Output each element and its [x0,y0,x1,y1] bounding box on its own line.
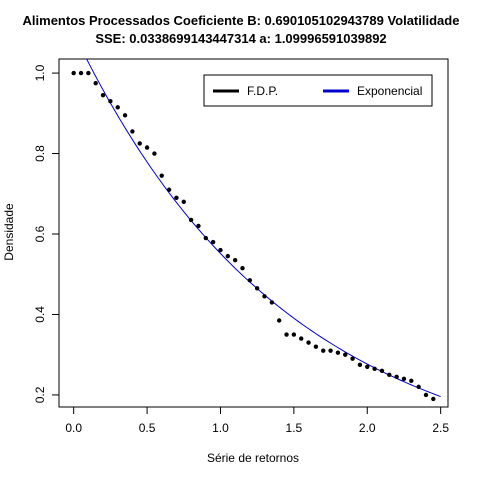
fdp-point [189,218,193,222]
plot-frame [59,59,448,407]
fdp-point [130,129,134,133]
fdp-point [387,373,391,377]
legend: F.D.P. Exponencial [204,75,432,106]
fdp-point [277,318,281,322]
legend-label-fdp: F.D.P. [247,84,278,98]
fdp-point [116,105,120,109]
y-tick-label: 0.6 [33,225,47,242]
fdp-point [314,344,318,348]
fdp-point [101,93,105,97]
fdp-point [71,71,75,75]
fdp-point [380,369,384,373]
fdp-point [306,340,310,344]
legend-label-exponencial: Exponencial [357,84,422,98]
fdp-point [182,200,186,204]
fdp-point [424,393,428,397]
fdp-point [240,266,244,270]
x-tick-label: 2.0 [359,421,376,435]
x-tick-label: 1.0 [212,421,229,435]
fdp-point [211,240,215,244]
fdp-point [336,350,340,354]
y-tick-label: 0.2 [33,386,47,403]
fdp-point [402,377,406,381]
fdp-point [204,236,208,240]
fdp-point [160,173,164,177]
fdp-point [226,254,230,258]
fdp-point [123,113,127,117]
fdp-point [145,145,149,149]
fdp-point [270,300,274,304]
fdp-point [321,348,325,352]
chart-title-line1: Alimentos Processados Coeficiente B: 0.6… [23,13,460,28]
fdp-point [255,286,259,290]
fdp-point [284,332,288,336]
fdp-point [138,141,142,145]
fdp-point [394,375,398,379]
fdp-point [431,397,435,401]
y-tick-label: 1.0 [33,64,47,81]
fdp-point [196,224,200,228]
x-tick-label: 2.5 [432,421,449,435]
fdp-point [248,278,252,282]
fdp-point [174,196,178,200]
y-axis: 0.2 0.4 0.6 0.8 1.0 [33,64,59,403]
fdp-point [218,248,222,252]
x-tick-label: 0.5 [139,421,156,435]
fdp-point [343,353,347,357]
fdp-point [358,363,362,367]
x-axis-label: Série de retornos [207,451,299,465]
fdp-point [365,365,369,369]
chart-title-line2: SSE: 0.0338699143447314 a: 1.09996591039… [95,31,386,46]
x-tick-label: 0.0 [65,421,82,435]
fdp-point [152,151,156,155]
fdp-point [233,258,237,262]
fdp-point [292,332,296,336]
fdp-point [86,71,90,75]
fdp-series [71,71,435,401]
fdp-point [108,99,112,103]
y-tick-label: 0.8 [33,145,47,162]
x-tick-label: 1.5 [286,421,303,435]
fdp-point [262,294,266,298]
fdp-point [167,188,171,192]
fdp-point [79,71,83,75]
fdp-point [94,81,98,85]
fdp-point [328,348,332,352]
y-axis-label: Densidade [2,203,16,261]
fdp-point [372,367,376,371]
fdp-point [299,336,303,340]
y-tick-label: 0.4 [33,306,47,323]
fdp-point [416,385,420,389]
fdp-point [350,357,354,361]
fdp-point [409,379,413,383]
x-axis: 0.0 0.5 1.0 1.5 2.0 2.5 [65,407,449,435]
